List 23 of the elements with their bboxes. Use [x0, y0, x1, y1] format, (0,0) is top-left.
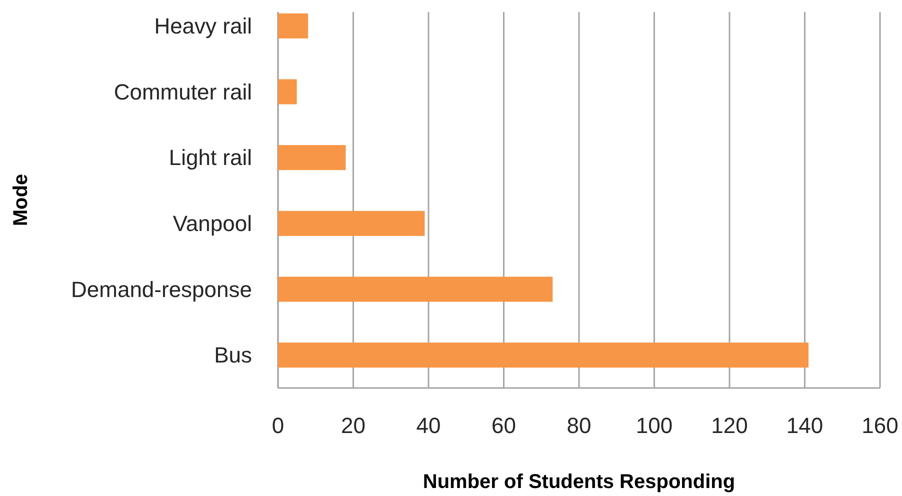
x-tick-label: 100 [636, 413, 673, 438]
x-tick-label: 60 [492, 413, 516, 438]
x-tick-label: 20 [341, 413, 366, 438]
bar [278, 276, 553, 302]
y-tick-label: Demand-response [71, 276, 252, 302]
y-tick-label: Vanpool [172, 210, 252, 236]
y-tick-label: Heavy rail [154, 13, 252, 38]
bar [278, 79, 297, 104]
bar [278, 342, 809, 368]
y-tick-label: Commuter rail [114, 79, 252, 104]
y-axis-title: Mode [10, 174, 32, 226]
x-tick-label: 140 [786, 413, 824, 438]
bar [278, 210, 425, 236]
bar [278, 145, 346, 170]
x-tick-label: 0 [272, 413, 284, 438]
x-tick-label: 40 [416, 413, 441, 438]
x-axis-title: Number of Students Responding [422, 471, 736, 493]
y-tick-label: Light rail [168, 145, 252, 170]
x-tick-label: 80 [566, 413, 592, 438]
x-tick-label: 160 [862, 413, 898, 438]
y-tick-label: Bus [214, 342, 252, 368]
bar [278, 13, 308, 38]
x-tick-label: 120 [711, 413, 748, 438]
